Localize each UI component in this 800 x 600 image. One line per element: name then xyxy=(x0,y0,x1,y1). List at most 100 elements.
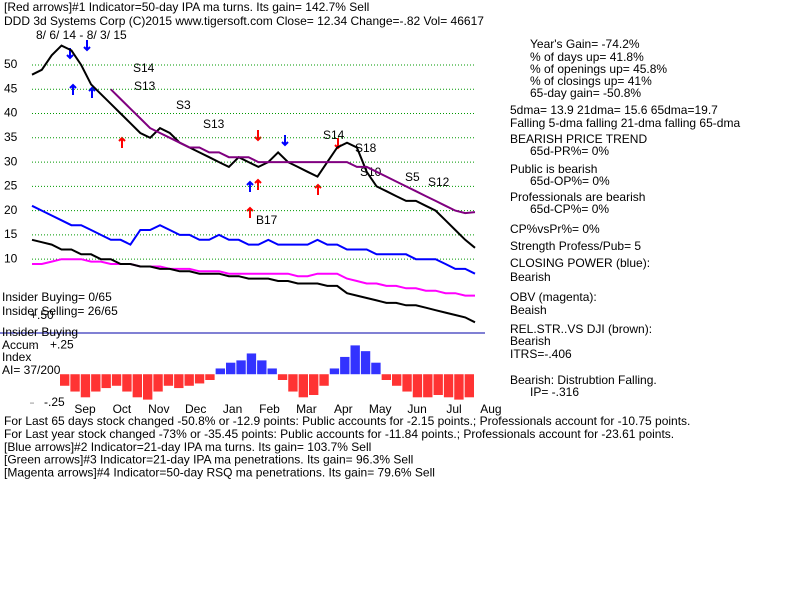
accum-bar xyxy=(143,374,153,400)
stat-line: % of days up= 41.8% xyxy=(530,50,644,64)
accum-bar xyxy=(402,374,412,392)
accum-bar xyxy=(111,374,122,386)
stat-line: 65d-CP%= 0% xyxy=(530,202,609,216)
signal-label: S14 xyxy=(323,128,345,142)
accum-bar xyxy=(246,353,257,375)
signal-label: S14 xyxy=(133,61,155,75)
month-label: Nov xyxy=(148,402,169,416)
accum-bar xyxy=(184,374,194,386)
stat-line: CLOSING POWER (blue): xyxy=(510,256,650,270)
y-tick-label: 35 xyxy=(4,130,18,144)
signal-label: S5 xyxy=(405,170,420,184)
stat-line: 65d-OP%= 0% xyxy=(530,174,610,188)
accum-bar xyxy=(80,374,91,398)
accum-bar xyxy=(194,374,205,384)
stat-line: Beaish xyxy=(510,303,547,317)
accum-bar xyxy=(350,345,360,375)
signal-label: S12 xyxy=(428,175,450,189)
stat-line: % of closings up= 41% xyxy=(530,74,652,88)
month-label: May xyxy=(369,402,392,416)
accum-bar xyxy=(101,374,111,389)
y-tick-label: 50 xyxy=(4,57,18,71)
y-tick-label: 40 xyxy=(4,106,18,120)
month-label: Feb xyxy=(259,402,280,416)
month-label: Sep xyxy=(74,402,96,416)
accum-bar xyxy=(298,374,308,398)
footer-line: For Last 65 days stock changed -50.8% or… xyxy=(4,414,690,428)
accum-bar xyxy=(433,374,443,395)
stat-line: Year's Gain= -74.2% xyxy=(530,37,640,51)
signal-label: S13 xyxy=(203,117,225,131)
panel-label: AI= 37/200 xyxy=(2,363,61,377)
stat-line: Bearish xyxy=(510,334,551,348)
accum-bar xyxy=(60,374,70,386)
stat-line: 65d-PR%= 0% xyxy=(530,144,609,158)
stat-line: Professionals are bearish xyxy=(510,190,645,204)
month-label: Jan xyxy=(223,402,242,416)
month-label: Oct xyxy=(113,402,132,416)
y-tick-label: -.25 xyxy=(44,395,65,409)
stat-line: 65-day gain= -50.8% xyxy=(530,86,641,100)
y-tick-label: +.25 xyxy=(50,338,74,352)
series-line xyxy=(32,258,475,297)
accum-bar xyxy=(381,374,391,380)
accum-bar xyxy=(122,374,132,392)
stat-line: % of openings up= 45.8% xyxy=(530,62,667,76)
accum-bar xyxy=(412,374,423,398)
month-label: Dec xyxy=(185,402,206,416)
stat-line: 5dma= 13.9 21dma= 15.6 65dma=19.7 xyxy=(510,103,718,117)
y-tick-label: 25 xyxy=(4,179,18,193)
month-label: Jun xyxy=(407,402,426,416)
header-line: DDD 3d Systems Corp (C)2015 www.tigersof… xyxy=(4,14,484,28)
series-line xyxy=(110,88,476,215)
panel-label: Insider Selling= 26/65 xyxy=(2,304,118,318)
accum-bar xyxy=(329,368,340,375)
accum-bar xyxy=(309,374,319,395)
series-line xyxy=(31,44,476,249)
accum-bar xyxy=(454,374,464,400)
month-label: Aug xyxy=(480,402,501,416)
month-label: Mar xyxy=(296,402,317,416)
stat-line: Public is bearish xyxy=(510,162,597,176)
accum-bar xyxy=(91,374,101,392)
accum-bar xyxy=(288,374,298,392)
signal-label: B17 xyxy=(256,213,278,227)
series-line xyxy=(31,238,476,324)
stat-line: CP%vsPr%= 0% xyxy=(510,222,600,236)
y-tick-label: 10 xyxy=(4,251,18,265)
stat-line: Bearish: Distrubtion Falling. xyxy=(510,373,657,387)
accum-bar xyxy=(443,374,454,398)
accum-bar xyxy=(132,374,142,398)
accum-bar xyxy=(360,351,371,375)
footer-line: [Green arrows]#3 Indicator=21-day IPA ma… xyxy=(4,453,413,467)
accum-bar xyxy=(371,362,381,375)
y-tick-label: 45 xyxy=(4,81,18,95)
y-tick-label: 15 xyxy=(4,227,18,241)
accum-bar xyxy=(236,360,246,375)
accum-bar xyxy=(153,374,163,392)
accum-bar xyxy=(423,374,433,398)
footer-line: [Blue arrows]#2 Indicator=21-day IPA ma … xyxy=(4,440,371,454)
stat-line: ITRS=-.406 xyxy=(510,347,572,361)
accum-bar xyxy=(205,374,215,380)
accum-bar xyxy=(215,368,225,375)
signal-label: S13 xyxy=(134,79,156,93)
series-line xyxy=(31,204,476,275)
accum-bar xyxy=(163,374,174,386)
accum-bar xyxy=(70,374,80,392)
accum-bar xyxy=(392,374,402,386)
accum-bar xyxy=(226,362,236,375)
stat-line: Falling 5-dma falling 21-dma falling 65-… xyxy=(510,116,740,130)
accum-bar xyxy=(464,374,474,398)
panel-label: Insider Buying xyxy=(2,325,78,339)
accum-bar xyxy=(319,374,329,386)
accum-bar xyxy=(277,374,288,380)
panel-label: +.50 xyxy=(30,308,54,322)
month-label: Jul xyxy=(446,402,461,416)
panel-label: Insider Buying= 0/65 xyxy=(2,290,112,304)
header-line: [Red arrows]#1 Indicator=50-day IPA ma t… xyxy=(4,0,369,14)
footer-line: For Last year stock changed -73% or -35.… xyxy=(4,427,674,441)
stat-line: OBV (magenta): xyxy=(510,290,597,304)
